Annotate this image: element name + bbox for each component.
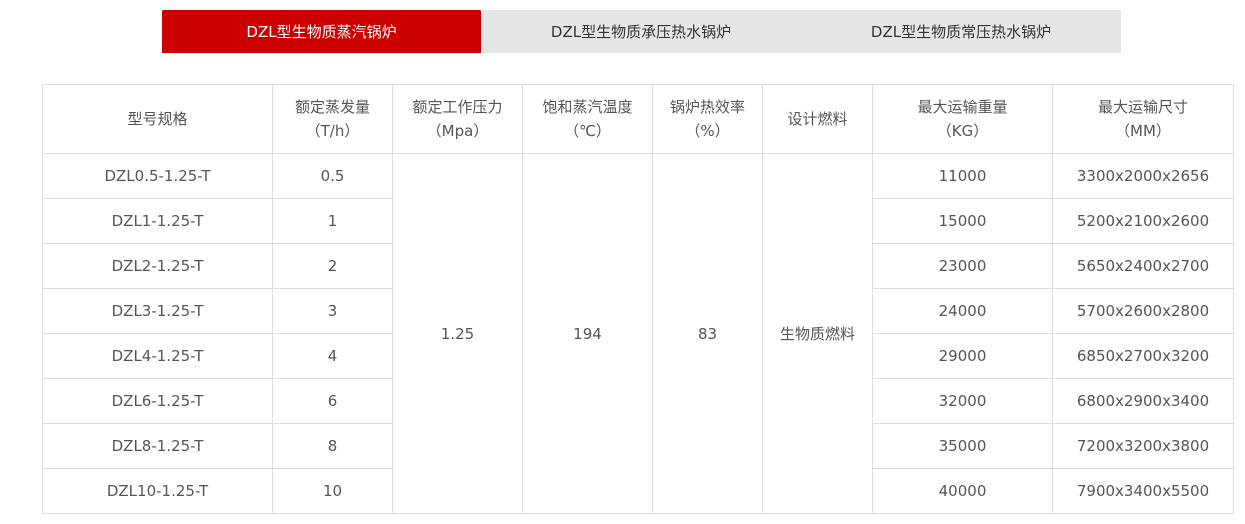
- header-unit: （KG）: [936, 122, 989, 140]
- header-efficiency: 锅炉热效率 （%）: [652, 84, 763, 154]
- header-label: 设计燃料: [787, 110, 848, 128]
- table-row: DZL8-1.25-T 8 35000 7200x3200x3800: [42, 423, 1234, 469]
- header-unit: （%）: [685, 122, 730, 140]
- cell-capacity: 1: [272, 198, 393, 244]
- header-label: 最大运输重量: [917, 98, 1008, 116]
- cell-size: 5650x2400x2700: [1052, 243, 1234, 289]
- cell-model: DZL6-1.25-T: [42, 378, 273, 424]
- table-row: DZL3-1.25-T 3 24000 5700x2600x2800: [42, 288, 1234, 334]
- cell-capacity: 4: [272, 333, 393, 379]
- cell-model: DZL1-1.25-T: [42, 198, 273, 244]
- cell-model: DZL3-1.25-T: [42, 288, 273, 334]
- table-row: DZL0.5-1.25-T 0.5 1.25 194 83 生物质燃料 11000 3300x…: [42, 153, 1234, 514]
- header-weight: 最大运输重量 （KG）: [872, 84, 1053, 154]
- header-label: 饱和蒸汽温度: [542, 98, 633, 116]
- header-unit: （Mpa）: [426, 122, 489, 140]
- cell-model: DZL8-1.25-T: [42, 423, 273, 469]
- table-row: DZL4-1.25-T 4 29000 6850x2700x3200: [42, 333, 1234, 379]
- spec-table: 型号规格 额定蒸发量 （T/h） 额定工作压力 （Mpa） 饱和蒸汽温度 （℃） 锅炉热效率 （…: [42, 84, 1234, 514]
- header-unit: （MM）: [1115, 122, 1171, 140]
- table-row: DZL6-1.25-T 6 32000 6800x2900x3400: [42, 378, 1234, 424]
- tab-atmospheric-hot-water-boiler[interactable]: DZL型生物质常压热水锅炉: [870, 23, 1052, 41]
- cell-weight: 11000: [872, 153, 1053, 199]
- cell-size: 5200x2100x2600: [1052, 198, 1234, 244]
- cell-weight: 40000: [872, 468, 1053, 514]
- cell-model: DZL10-1.25-T: [42, 468, 273, 514]
- header-label: 最大运输尺寸: [1097, 98, 1188, 116]
- table-row: DZL10-1.25-T 10 40000 7900x3400x5500: [42, 468, 1234, 514]
- cell-weight: 29000: [872, 333, 1053, 379]
- header-label: 型号规格: [127, 110, 188, 128]
- cell-size: 7200x3200x3800: [1052, 423, 1234, 469]
- cell-temperature: 194: [522, 153, 653, 514]
- cell-capacity: 0.5: [272, 153, 393, 199]
- table-row: DZL1-1.25-T 1 15000 5200x2100x2600: [42, 198, 1234, 244]
- cell-weight: 35000: [872, 423, 1053, 469]
- table-row: DZL2-1.25-T 2 23000 5650x2400x2700: [42, 243, 1234, 289]
- cell-size: 7900x3400x5500: [1052, 468, 1234, 514]
- header-unit: （T/h）: [305, 122, 360, 140]
- cell-size: 6850x2700x3200: [1052, 333, 1234, 379]
- cell-capacity: 10: [272, 468, 393, 514]
- cell-pressure: 1.25: [392, 153, 523, 514]
- header-fuel: 设计燃料: [762, 84, 873, 154]
- cell-size: 6800x2900x3400: [1052, 378, 1234, 424]
- cell-capacity: 6: [272, 378, 393, 424]
- cell-fuel: 生物质燃料: [762, 153, 873, 514]
- cell-weight: 15000: [872, 198, 1053, 244]
- header-capacity: 额定蒸发量 （T/h）: [272, 84, 393, 154]
- cell-size: 3300x2000x2656: [1052, 153, 1234, 199]
- header-unit: （℃）: [564, 122, 611, 140]
- cell-weight: 32000: [872, 378, 1053, 424]
- cell-efficiency: 83: [652, 153, 763, 514]
- cell-weight: 24000: [872, 288, 1053, 334]
- tab-pressure-hot-water-boiler[interactable]: DZL型生物质承压热水锅炉: [550, 23, 732, 41]
- header-label: 锅炉热效率: [669, 98, 745, 116]
- header-label: 额定蒸发量: [294, 98, 370, 116]
- cell-model: DZL2-1.25-T: [42, 243, 273, 289]
- cell-model: DZL0.5-1.25-T: [42, 153, 273, 199]
- cell-model: DZL4-1.25-T: [42, 333, 273, 379]
- cell-capacity: 2: [272, 243, 393, 289]
- tab-bar: DZL型生物质蒸汽锅炉 DZL型生物质承压热水锅炉 DZL型生物质常压热水锅炉: [162, 10, 1121, 53]
- cell-capacity: 8: [272, 423, 393, 469]
- tab-steam-boiler[interactable]: DZL型生物质蒸汽锅炉: [162, 10, 481, 53]
- header-temperature: 饱和蒸汽温度 （℃）: [522, 84, 653, 154]
- cell-capacity: 3: [272, 288, 393, 334]
- header-model: 型号规格: [42, 84, 273, 154]
- header-size: 最大运输尺寸 （MM）: [1052, 84, 1234, 154]
- cell-weight: 23000: [872, 243, 1053, 289]
- header-pressure: 额定工作压力 （Mpa）: [392, 84, 523, 154]
- header-label: 额定工作压力: [412, 98, 503, 116]
- cell-size: 5700x2600x2800: [1052, 288, 1234, 334]
